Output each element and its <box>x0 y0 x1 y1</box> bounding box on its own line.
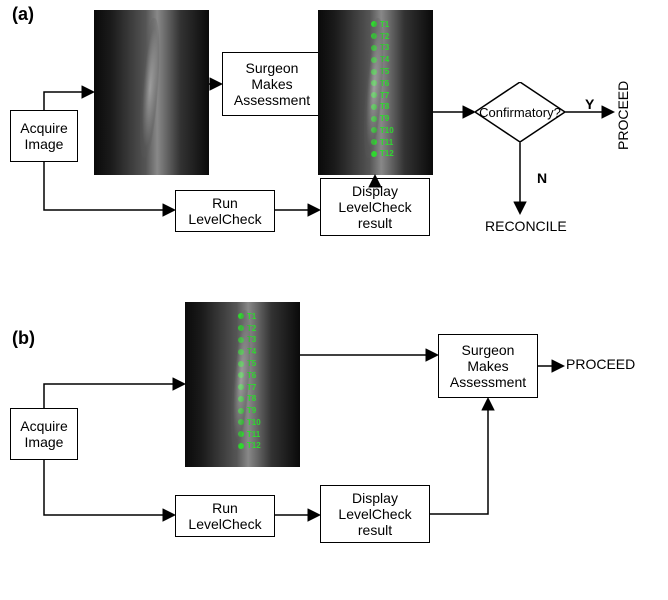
vertebra-marker: T8 <box>238 394 283 403</box>
proceed-b: PROCEED <box>566 356 635 372</box>
branch-n: N <box>537 170 547 186</box>
acquire-image-a: Acquire Image <box>10 110 78 162</box>
reconcile-a: RECONCILE <box>485 218 567 234</box>
vertebra-marker: T11 <box>371 138 416 147</box>
acquire-image-b: Acquire Image <box>10 408 78 460</box>
vertebra-marker: T12 <box>238 441 283 450</box>
vertebra-marker: T4 <box>371 55 416 64</box>
vertebra-markers-b: T1 T2 T3 T4 T5 T6 T7 T8 T9 T10 T11 T12 <box>238 312 283 451</box>
vertebra-marker: T3 <box>238 335 283 344</box>
vertebra-marker: T12 <box>371 149 416 158</box>
vertebra-marker: T10 <box>371 126 416 135</box>
vertebra-marker: T7 <box>238 383 283 392</box>
display-result-a: Display LevelCheck result <box>320 178 430 236</box>
branch-y: Y <box>585 96 594 112</box>
run-levelcheck-b: Run LevelCheck <box>175 495 275 537</box>
run-levelcheck-a: Run LevelCheck <box>175 190 275 232</box>
vertebra-marker: T3 <box>371 43 416 52</box>
vertebra-marker: T9 <box>371 114 416 123</box>
vertebra-marker: T6 <box>238 371 283 380</box>
surgeon-assessment-b: Surgeon Makes Assessment <box>438 334 538 398</box>
vertebra-marker: T4 <box>238 347 283 356</box>
vertebra-markers-a: T1 T2 T3 T4 T5 T6 T7 T8 T9 T10 T11 T12 <box>371 20 416 159</box>
decision-label: Confirmatory? <box>479 105 561 120</box>
vertebra-marker: T2 <box>238 324 283 333</box>
panel-a-label: (a) <box>12 4 34 25</box>
vertebra-marker: T1 <box>371 20 416 29</box>
vertebra-marker: T10 <box>238 418 283 427</box>
xray-annotated-a: T1 T2 T3 T4 T5 T6 T7 T8 T9 T10 T11 T12 <box>318 10 433 175</box>
vertebra-marker: T2 <box>371 32 416 41</box>
display-result-b: Display LevelCheck result <box>320 485 430 543</box>
vertebra-marker: T5 <box>371 67 416 76</box>
confirmatory-decision: Confirmatory? <box>475 82 565 142</box>
vertebra-marker: T7 <box>371 91 416 100</box>
vertebra-marker: T11 <box>238 430 283 439</box>
xray-annotated-b: T1 T2 T3 T4 T5 T6 T7 T8 T9 T10 T11 T12 <box>185 302 300 467</box>
xray-plain-a <box>94 10 209 175</box>
vertebra-marker: T8 <box>371 102 416 111</box>
panel-b-label: (b) <box>12 328 35 349</box>
vertebra-marker: T6 <box>371 79 416 88</box>
vertebra-marker: T9 <box>238 406 283 415</box>
surgeon-assessment-a: Surgeon Makes Assessment <box>222 52 322 116</box>
vertebra-marker: T5 <box>238 359 283 368</box>
vertebra-marker: T1 <box>238 312 283 321</box>
proceed-a: PROCEED <box>615 81 631 150</box>
